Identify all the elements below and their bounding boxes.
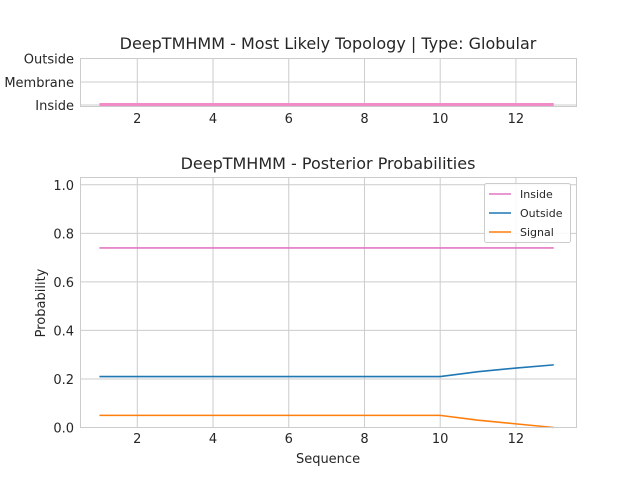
bottom-x-tick-label: 10 [432, 432, 449, 447]
topology-chart-frame [80, 58, 577, 107]
bottom-y-tick-label: 0.8 [53, 227, 74, 242]
bottom-y-tick-label: 1.0 [53, 179, 74, 194]
topology-chart-grid [80, 58, 577, 107]
posterior-series-line [99, 364, 554, 378]
top-x-tick-label: 10 [432, 112, 449, 127]
bottom-y-tick-label: 0.0 [53, 422, 74, 437]
posterior-chart-frame [80, 177, 577, 428]
topology-chart: DeepTMHMM - Most Likely Topology | Type:… [4, 34, 577, 127]
posterior-chart-y-axis-label: Probability [34, 268, 49, 337]
bottom-x-tick-label: 6 [285, 432, 293, 447]
top-x-tick-label: 4 [209, 112, 217, 127]
bottom-x-tick-label: 8 [360, 432, 368, 447]
legend-label: Inside [520, 188, 553, 201]
legend-label: Signal [520, 226, 554, 239]
top-x-tick-label: 12 [508, 112, 525, 127]
top-y-tick-label: Outside [24, 53, 74, 68]
top-y-tick-label: Inside [35, 99, 74, 114]
posterior-chart-legend: Inside Outside Signal [484, 183, 571, 243]
top-y-tick-label: Membrane [4, 76, 74, 91]
bottom-y-tick-label: 0.6 [53, 276, 74, 291]
topology-chart-y-ticks: Inside Membrane Outside [4, 53, 74, 115]
posterior-chart-x-axis-label: Sequence [296, 452, 360, 467]
posterior-chart-y-ticks: 0.0 0.2 0.4 0.6 0.8 1.0 [53, 179, 74, 437]
legend-label: Outside [520, 207, 563, 220]
top-x-tick-label: 2 [133, 112, 141, 127]
posterior-chart-x-ticks: 2 4 6 8 10 12 [133, 432, 524, 447]
bottom-x-tick-label: 4 [209, 432, 217, 447]
bottom-y-tick-label: 0.4 [53, 324, 74, 339]
top-x-tick-label: 8 [360, 112, 368, 127]
bottom-x-tick-label: 2 [133, 432, 141, 447]
bottom-x-tick-label: 12 [508, 432, 525, 447]
posterior-chart-title: DeepTMHMM - Posterior Probabilities [181, 154, 476, 173]
posterior-chart: DeepTMHMM - Posterior Probabilities 2 4 6 8… [34, 154, 577, 467]
topology-chart-title: DeepTMHMM - Most Likely Topology | Type:… [120, 34, 537, 53]
posterior-series-line [99, 414, 554, 429]
bottom-y-tick-label: 0.2 [53, 373, 74, 388]
posterior-chart-lines [99, 247, 554, 429]
legend-box [484, 183, 571, 243]
topology-chart-x-ticks: 2 4 6 8 10 12 [133, 112, 524, 127]
top-x-tick-label: 6 [285, 112, 293, 127]
